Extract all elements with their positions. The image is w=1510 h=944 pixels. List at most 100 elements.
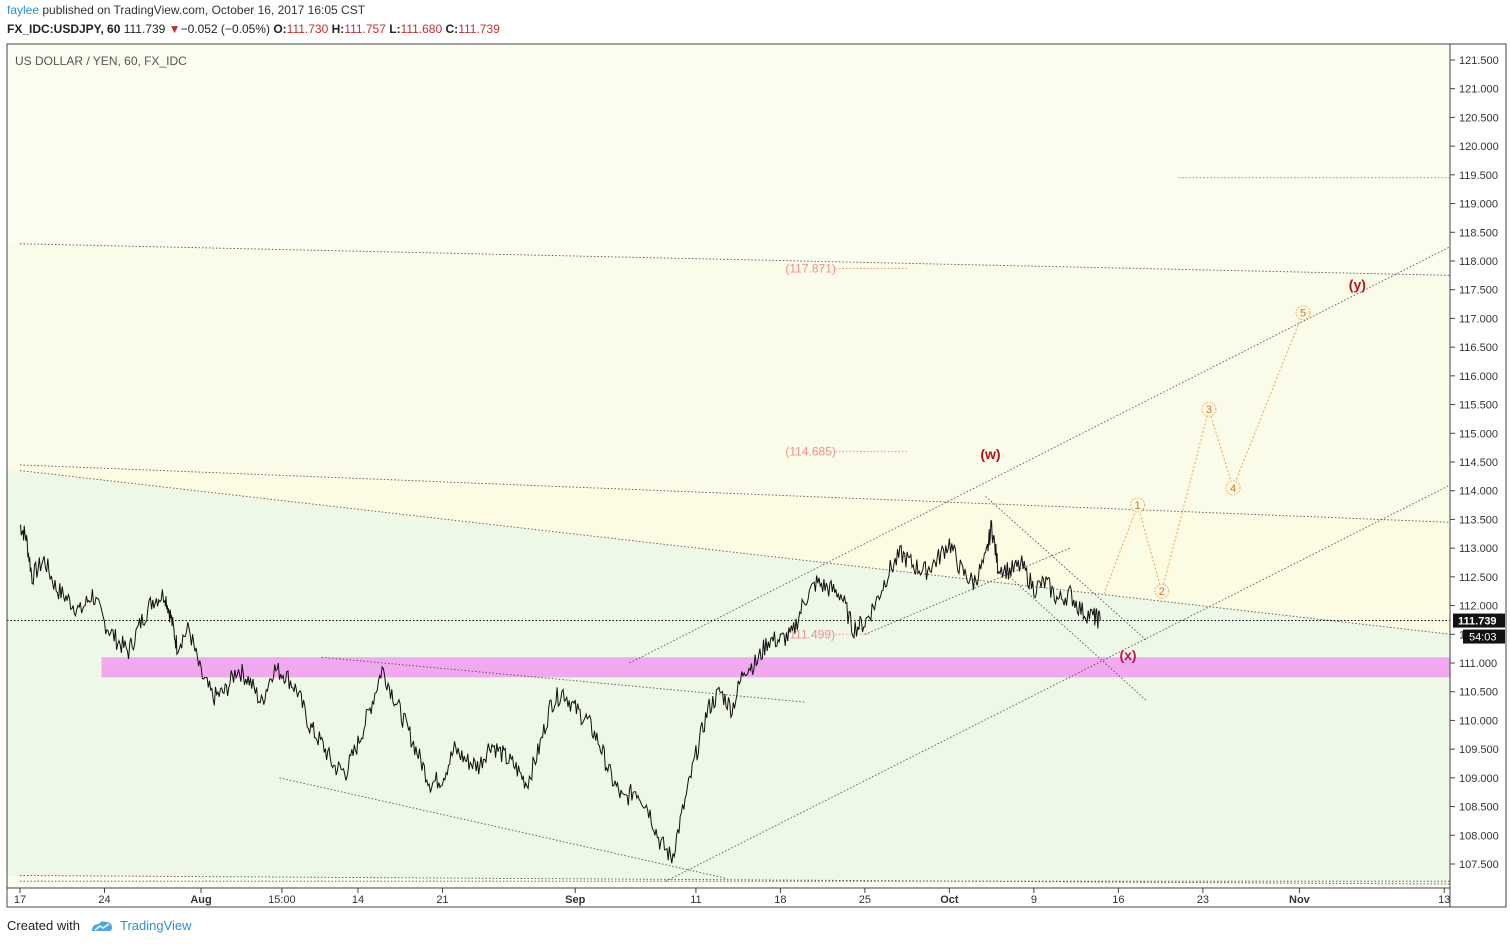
y-tick-label: 110.000: [1459, 715, 1498, 727]
wave-label-3: 3: [1206, 404, 1212, 416]
y-tick-label: 109.000: [1459, 773, 1499, 785]
x-tick-label: 13: [1438, 894, 1450, 906]
trendline-9: [629, 246, 1451, 664]
wave-point-4: [1225, 480, 1241, 496]
elliott-wave-label-1: (w): [980, 446, 1000, 462]
x-tick-label: 14: [352, 894, 364, 906]
x-tick-label: 11: [690, 894, 701, 906]
y-tick-label: 108.500: [1459, 802, 1499, 814]
y-tick-label: 108.000: [1459, 830, 1499, 842]
wave-point-2: [1154, 583, 1170, 599]
close-value: 111.739: [458, 22, 500, 36]
tradingview-logo-icon: [91, 920, 112, 931]
y-tick-label: 115.000: [1459, 428, 1498, 440]
y-tick-label: 117.500: [1459, 285, 1498, 297]
chart-title: US DOLLAR / YEN, 60, FX_IDC: [15, 54, 187, 68]
symbol-info: FX_IDC:USDJPY, 60 111.739 ▼−0.052 (−0.05…: [7, 22, 500, 36]
open-value: 111.730: [286, 22, 329, 36]
high-label: H:: [331, 22, 345, 36]
x-tick-label: 16: [1112, 894, 1124, 906]
y-tick-label: 118.500: [1459, 227, 1498, 239]
trendline-2: [19, 464, 1451, 523]
x-tick-label: 24: [98, 894, 110, 906]
trendline-8: [665, 484, 1451, 882]
wave-label-2: 2: [1159, 586, 1165, 598]
x-tick-label: 25: [859, 894, 871, 906]
last-price-tag-label: 111.739: [1458, 616, 1497, 628]
middle-channel-fill: [6, 464, 1451, 635]
created-with-text: Created with: [7, 918, 80, 933]
symbol-name: FX_IDC:USDJPY, 60: [7, 22, 121, 36]
low-value: 111.680: [400, 22, 443, 36]
y-tick-label: 113.500: [1459, 514, 1498, 526]
open-label: O:: [273, 22, 287, 36]
x-tick-label: 17: [14, 894, 26, 906]
y-tick-label: 117.000: [1459, 313, 1498, 325]
trendline-12: [1009, 576, 1147, 701]
y-tick-label: 120.000: [1459, 141, 1499, 153]
y-tick-label: 119.500: [1459, 170, 1498, 182]
footer: Created with TradingView: [7, 918, 192, 933]
countdown-tag-label: 54:03: [1469, 632, 1497, 644]
change-value: −0.052 (−0.05%): [180, 22, 270, 36]
fib-label-1: (117.871): [785, 261, 835, 275]
x-tick-label: 9: [1031, 894, 1037, 906]
y-tick-label: 114.500: [1459, 457, 1498, 469]
high-value: 111.757: [344, 22, 386, 36]
close-label: C:: [445, 22, 459, 36]
x-tick-label: Sep: [565, 894, 585, 906]
trendline-11: [985, 496, 1147, 641]
author-link[interactable]: faylee: [7, 3, 40, 17]
y-tick-label: 107.500: [1459, 859, 1499, 871]
wave-label-4: 4: [1230, 483, 1236, 495]
price-series-line: [19, 519, 1101, 864]
x-tick-label: 18: [774, 894, 786, 906]
y-tick-label: 115.500: [1459, 400, 1498, 412]
x-tick-label: 23: [1197, 894, 1209, 906]
trendline-4: [321, 656, 805, 703]
x-tick-label: Aug: [190, 894, 211, 906]
low-label: L:: [389, 22, 401, 36]
tradingview-link[interactable]: TradingView: [119, 918, 192, 933]
y-tick-label: 109.500: [1459, 744, 1499, 756]
wave-point-1: [1130, 497, 1146, 513]
trendline-5: [279, 777, 727, 879]
y-tick-label: 113.000: [1459, 543, 1498, 555]
publish-info: faylee published on TradingView.com, Oct…: [7, 3, 365, 17]
down-arrow-icon: ▼: [168, 22, 181, 36]
published-text: published on TradingView.com, October 16…: [42, 3, 366, 17]
x-tick-label: 21: [436, 894, 448, 906]
x-tick-label: Oct: [940, 894, 959, 906]
countdown-tag: [1463, 629, 1505, 644]
y-tick-label: 111.000: [1459, 658, 1497, 670]
upper-channel-fill: [6, 243, 1451, 523]
wave-point-5: [1295, 305, 1311, 321]
price-axis-frame: [1449, 43, 1507, 908]
wave-label-1: 1: [1135, 500, 1141, 512]
elliott-wave-label-3: (y): [1349, 277, 1366, 293]
wave-label-5: 5: [1300, 308, 1306, 320]
elliott-wave-label-2: (x): [1119, 647, 1136, 663]
y-tick-label: 110.500: [1459, 687, 1498, 699]
x-tick-label: 15:00: [268, 894, 296, 906]
y-tick-label: 112.000: [1459, 601, 1498, 613]
y-tick-label: 121.000: [1459, 84, 1499, 96]
wave-point-3: [1201, 401, 1217, 417]
y-tick-label: 118.000: [1459, 256, 1498, 268]
support-zone: [101, 657, 1451, 678]
fib-label-3: (111.499): [785, 627, 835, 641]
last-value: 111.739: [123, 22, 166, 36]
trendline-1: [19, 243, 1451, 276]
fib-label-2: (114.685): [785, 444, 835, 458]
y-tick-label: 112.500: [1459, 572, 1498, 584]
y-tick-label: 120.500: [1459, 112, 1499, 124]
x-tick-label: Nov: [1289, 894, 1311, 906]
y-tick-label: 114.000: [1459, 486, 1498, 498]
y-tick-label: 116.500: [1459, 342, 1498, 354]
y-tick-label: 119.000: [1459, 199, 1498, 211]
y-tick-label: 116.000: [1459, 371, 1498, 383]
y-tick-label: 121.500: [1459, 55, 1499, 67]
last-price-tag: [1453, 613, 1505, 628]
trendline-6: [19, 875, 1451, 885]
